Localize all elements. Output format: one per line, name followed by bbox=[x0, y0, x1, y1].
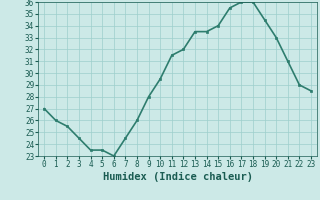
X-axis label: Humidex (Indice chaleur): Humidex (Indice chaleur) bbox=[103, 172, 252, 182]
